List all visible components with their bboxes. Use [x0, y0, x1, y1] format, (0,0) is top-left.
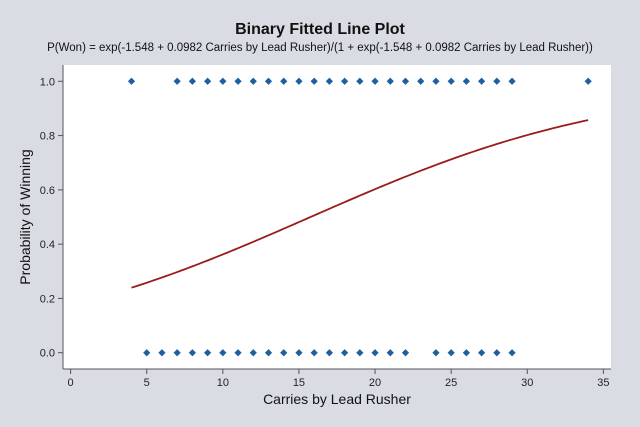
data-points	[127, 77, 592, 357]
x-tick-label: 35	[597, 377, 609, 389]
fitted-line-layer	[131, 119, 589, 289]
data-point	[493, 77, 501, 85]
data-point	[584, 77, 592, 85]
data-point	[386, 77, 394, 85]
data-point	[508, 349, 516, 357]
plot-area	[63, 65, 611, 369]
data-point	[447, 349, 455, 357]
data-point	[234, 349, 242, 357]
data-point	[204, 349, 212, 357]
chart-title: Binary Fitted Line Plot	[235, 21, 405, 38]
data-point	[127, 77, 136, 85]
data-point	[173, 349, 181, 357]
data-point	[478, 349, 486, 357]
y-axis-label: Probability of Winning	[17, 149, 33, 284]
data-point	[280, 77, 288, 85]
x-tick-label: 15	[293, 377, 305, 389]
x-tick-label: 0	[68, 377, 74, 389]
data-point	[356, 349, 364, 357]
x-tick-label: 25	[445, 377, 457, 389]
data-point	[295, 77, 303, 85]
x-tick-label: 30	[521, 377, 533, 389]
data-point	[447, 77, 455, 85]
data-point	[356, 77, 364, 85]
x-axis-label: Carries by Lead Rusher	[263, 391, 411, 407]
data-point	[493, 349, 501, 357]
data-point	[173, 77, 181, 85]
fitted-logistic-line	[131, 119, 589, 289]
data-point	[264, 77, 273, 85]
data-point	[371, 349, 379, 357]
data-point	[264, 349, 273, 357]
data-point	[417, 77, 425, 85]
data-point	[188, 349, 196, 357]
data-point	[371, 77, 379, 85]
y-tick-label: 0.4	[40, 239, 55, 251]
data-point	[204, 77, 212, 85]
data-point	[310, 349, 318, 357]
axes: 0 5 10 15 20 25 30 35 0.0 0.2 0.4 0.6 0.8 1.0	[40, 65, 611, 389]
data-point	[249, 77, 257, 85]
data-point	[325, 349, 333, 357]
data-point	[341, 77, 349, 85]
data-point	[508, 77, 516, 85]
y-tick-label: 0.0	[40, 348, 55, 360]
data-point	[401, 349, 410, 357]
data-point	[249, 349, 257, 357]
data-point	[219, 77, 227, 85]
x-tick-label: 20	[369, 377, 381, 389]
data-point	[432, 349, 440, 357]
y-tick-label: 0.6	[40, 185, 55, 197]
data-point	[310, 77, 318, 85]
y-tick-label: 0.8	[40, 131, 55, 143]
data-point	[478, 77, 486, 85]
data-point	[401, 77, 410, 85]
y-tick-label: 1.0	[40, 76, 55, 88]
data-point	[234, 77, 242, 85]
data-point	[462, 349, 470, 357]
data-point	[462, 77, 470, 85]
data-point	[341, 349, 349, 357]
x-tick-label: 5	[144, 377, 150, 389]
chart-subtitle: P(Won) = exp(-1.548 + 0.0982 Carries by …	[47, 42, 593, 54]
data-point	[280, 349, 288, 357]
data-point	[432, 77, 440, 85]
data-point	[325, 77, 333, 85]
data-point	[386, 349, 394, 357]
data-point	[219, 349, 227, 357]
data-point	[143, 349, 151, 357]
data-point	[158, 349, 166, 357]
data-point	[188, 77, 196, 85]
x-tick-label: 10	[217, 377, 229, 389]
data-point	[295, 349, 303, 357]
y-tick-label: 0.2	[40, 293, 55, 305]
